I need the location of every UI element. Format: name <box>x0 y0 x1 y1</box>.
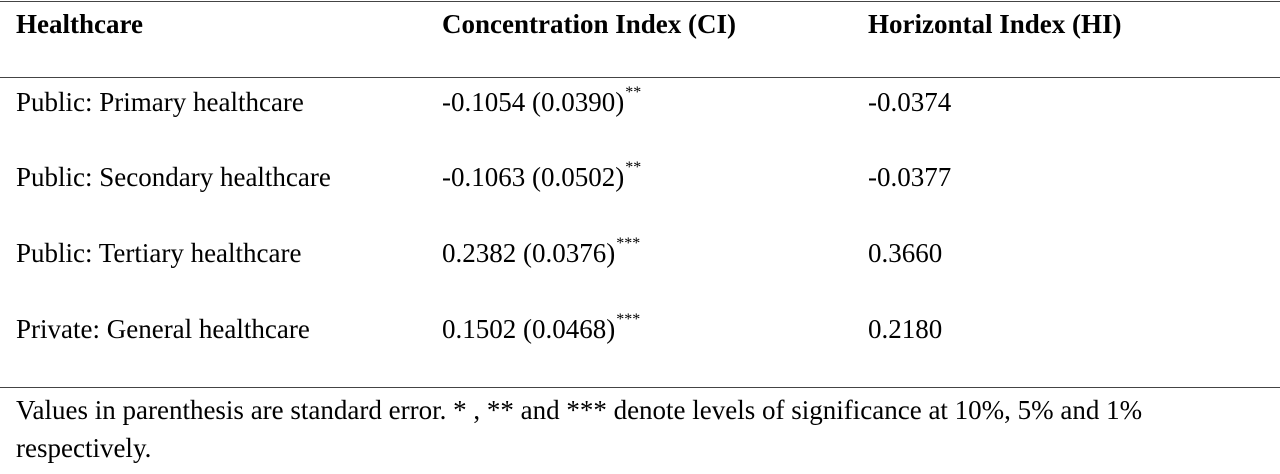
table-footnote: Values in parenthesis are standard error… <box>16 391 1266 467</box>
row-2-ci: -0.1063 (0.0502)** <box>442 159 642 193</box>
table-footer-rule <box>0 387 1280 388</box>
row-1-ci: -0.1054 (0.0390)** <box>442 84 642 118</box>
row-4-ci-significance: *** <box>616 311 641 328</box>
row-2-ci-value: -0.1063 (0.0502) <box>442 162 625 192</box>
row-3-ci-significance: *** <box>616 235 641 252</box>
header-horizontal-index: Horizontal Index (HI) <box>868 9 1122 39</box>
footnote-line-1: Values in parenthesis are standard error… <box>16 395 1143 425</box>
row-3-healthcare: Public: Tertiary healthcare <box>16 238 302 268</box>
table-top-rule <box>0 1 1280 2</box>
row-1-healthcare: Public: Primary healthcare <box>16 87 304 117</box>
table-header-rule <box>0 77 1280 78</box>
row-2-ci-significance: ** <box>625 159 642 176</box>
row-1-ci-significance: ** <box>625 84 642 101</box>
row-3-hi: 0.3660 <box>868 238 943 268</box>
header-healthcare: Healthcare <box>16 9 143 39</box>
row-4-healthcare: Private: General healthcare <box>16 314 310 344</box>
row-3-ci-value: 0.2382 (0.0376) <box>442 238 616 268</box>
row-1-ci-value: -0.1054 (0.0390) <box>442 87 625 117</box>
row-4-ci-value: 0.1502 (0.0468) <box>442 314 616 344</box>
row-4-hi: 0.2180 <box>868 314 943 344</box>
row-1-hi: -0.0374 <box>868 87 952 117</box>
row-2-healthcare: Public: Secondary healthcare <box>16 162 331 192</box>
header-concentration-index: Concentration Index (CI) <box>442 9 736 39</box>
row-2-hi: -0.0377 <box>868 162 952 192</box>
row-3-ci: 0.2382 (0.0376)*** <box>442 235 641 269</box>
row-4-ci: 0.1502 (0.0468)*** <box>442 311 641 345</box>
footnote-line-2: respectively. <box>16 433 152 463</box>
